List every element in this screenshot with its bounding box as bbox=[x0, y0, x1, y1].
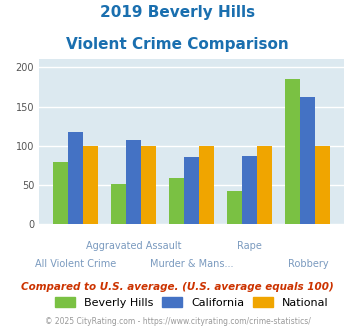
Bar bbox=[199, 146, 214, 224]
Bar bbox=[242, 156, 257, 224]
Bar bbox=[141, 146, 156, 224]
Text: Rape: Rape bbox=[237, 241, 262, 251]
Text: © 2025 CityRating.com - https://www.cityrating.com/crime-statistics/: © 2025 CityRating.com - https://www.city… bbox=[45, 317, 310, 326]
Text: Robbery: Robbery bbox=[288, 259, 328, 269]
Bar bbox=[184, 157, 199, 224]
Bar bbox=[53, 162, 68, 224]
Bar bbox=[126, 140, 141, 224]
Text: Compared to U.S. average. (U.S. average equals 100): Compared to U.S. average. (U.S. average … bbox=[21, 282, 334, 292]
Bar bbox=[300, 97, 315, 224]
Bar bbox=[315, 146, 331, 224]
Bar bbox=[169, 178, 184, 224]
Text: Murder & Mans...: Murder & Mans... bbox=[150, 259, 234, 269]
Bar bbox=[111, 183, 126, 224]
Bar bbox=[68, 132, 83, 224]
Bar bbox=[285, 79, 300, 224]
Bar bbox=[227, 191, 242, 224]
Text: 2019 Beverly Hills: 2019 Beverly Hills bbox=[100, 5, 255, 20]
Legend: Beverly Hills, California, National: Beverly Hills, California, National bbox=[50, 293, 333, 312]
Text: Violent Crime Comparison: Violent Crime Comparison bbox=[66, 37, 289, 52]
Bar bbox=[257, 146, 272, 224]
Bar bbox=[83, 146, 98, 224]
Text: Aggravated Assault: Aggravated Assault bbox=[86, 241, 181, 251]
Text: All Violent Crime: All Violent Crime bbox=[35, 259, 116, 269]
